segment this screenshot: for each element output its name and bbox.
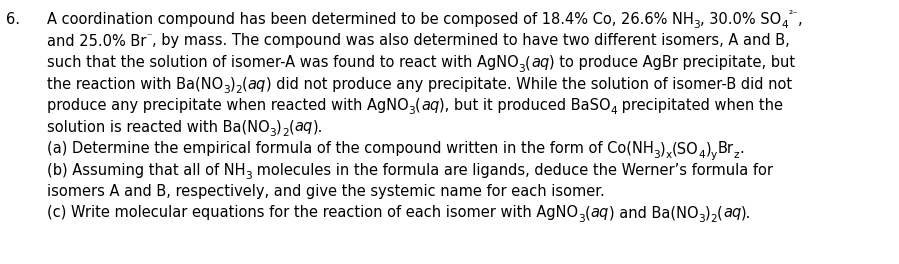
Text: aq: aq <box>531 55 549 70</box>
Text: aq: aq <box>421 98 440 113</box>
Text: ), but it produced BaSO: ), but it produced BaSO <box>440 98 611 113</box>
Text: ).: ). <box>313 120 323 134</box>
Text: aq: aq <box>248 77 266 92</box>
Text: 2: 2 <box>282 128 289 138</box>
Text: (: ( <box>242 77 248 92</box>
Text: (: ( <box>584 205 591 220</box>
Text: A coordination compound has been determined to be composed of 18.4% Co, 26.6% NH: A coordination compound has been determi… <box>47 12 693 27</box>
Text: ) and Ba(NO: ) and Ba(NO <box>609 205 699 220</box>
Text: isomers A and B, respectively, and give the systemic name for each isomer.: isomers A and B, respectively, and give … <box>47 184 604 199</box>
Text: (: ( <box>289 120 294 134</box>
Text: 3: 3 <box>270 128 276 138</box>
Text: .: . <box>739 141 743 156</box>
Text: 3: 3 <box>408 106 415 116</box>
Text: 2: 2 <box>236 85 242 95</box>
Text: ): ) <box>276 120 282 134</box>
Text: 3: 3 <box>245 171 252 181</box>
Text: ): ) <box>660 141 666 156</box>
Text: precipitated when the: precipitated when the <box>618 98 784 113</box>
Text: aq: aq <box>723 205 742 220</box>
Text: molecules in the formula are ligands, deduce the Werner’s formula for: molecules in the formula are ligands, de… <box>252 163 773 177</box>
Text: y: y <box>711 149 717 159</box>
Text: Br: Br <box>717 141 734 156</box>
Text: ): ) <box>706 141 711 156</box>
Text: aq: aq <box>294 120 313 134</box>
Text: z: z <box>734 149 739 159</box>
Text: (c) Write molecular equations for the reaction of each isomer with AgNO: (c) Write molecular equations for the re… <box>47 205 578 220</box>
Text: and 25.0% Br: and 25.0% Br <box>47 34 147 49</box>
Text: 3: 3 <box>223 85 230 95</box>
Text: (b) Assuming that all of NH: (b) Assuming that all of NH <box>47 163 245 177</box>
Text: 4: 4 <box>611 106 618 116</box>
Text: (: ( <box>525 55 531 70</box>
Text: , 30.0% SO: , 30.0% SO <box>700 12 781 27</box>
Text: such that the solution of isomer-A was found to react with AgNO: such that the solution of isomer-A was f… <box>47 55 519 70</box>
Text: (SO: (SO <box>672 141 699 156</box>
Text: ) to produce AgBr precipitate, but: ) to produce AgBr precipitate, but <box>549 55 796 70</box>
Text: 3: 3 <box>693 21 700 31</box>
Text: produce any precipitate when reacted with AgNO: produce any precipitate when reacted wit… <box>47 98 408 113</box>
Text: ).: ). <box>742 205 752 220</box>
Text: (: ( <box>415 98 421 113</box>
Text: ): ) <box>230 77 236 92</box>
Text: 2: 2 <box>710 214 717 224</box>
Text: , by mass. The compound was also determined to have two different isomers, A and: , by mass. The compound was also determi… <box>152 34 789 49</box>
Text: ²⁻: ²⁻ <box>788 11 798 21</box>
Text: x: x <box>666 149 672 159</box>
Text: the reaction with Ba(NO: the reaction with Ba(NO <box>47 77 223 92</box>
Text: aq: aq <box>591 205 609 220</box>
Text: ,: , <box>798 12 803 27</box>
Text: ): ) <box>705 205 710 220</box>
Text: 3: 3 <box>699 214 705 224</box>
Text: 3: 3 <box>654 149 660 159</box>
Text: ⁻: ⁻ <box>147 32 152 42</box>
Text: 3: 3 <box>519 64 525 73</box>
Text: (: ( <box>717 205 723 220</box>
Text: ) did not produce any precipitate. While the solution of isomer-B did not: ) did not produce any precipitate. While… <box>266 77 792 92</box>
Text: 6.: 6. <box>6 12 21 27</box>
Text: 4: 4 <box>781 21 788 31</box>
Text: (a) Determine the empirical formula of the compound written in the form of Co(NH: (a) Determine the empirical formula of t… <box>47 141 654 156</box>
Text: 3: 3 <box>578 214 584 224</box>
Text: 4: 4 <box>699 149 706 159</box>
Text: solution is reacted with Ba(NO: solution is reacted with Ba(NO <box>47 120 270 134</box>
